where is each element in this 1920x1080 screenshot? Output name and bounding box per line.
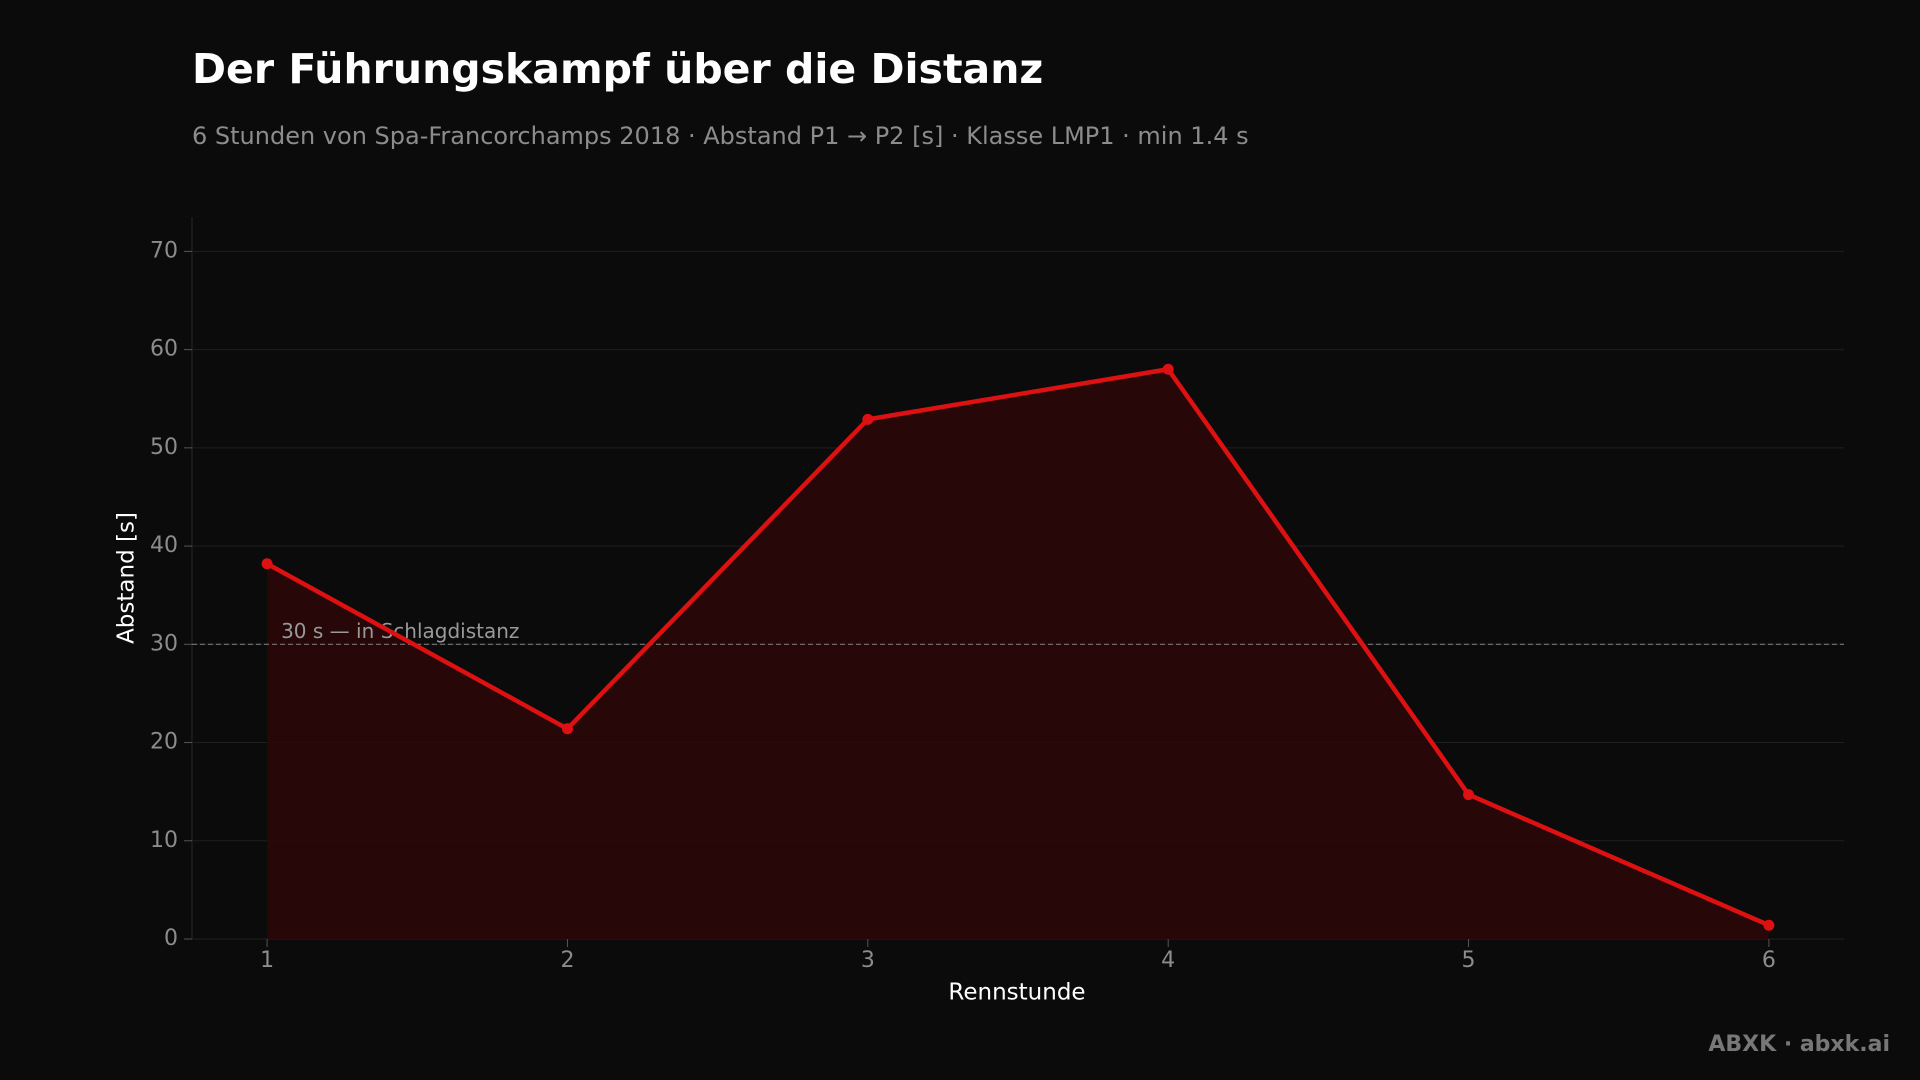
point [261, 558, 273, 570]
y-tick-label: 30 [150, 631, 178, 656]
x-tick-label: 5 [1462, 948, 1476, 973]
x-tick-label: 1 [260, 948, 274, 973]
footer: ABXK · abxk.ai [1708, 1032, 1890, 1057]
point [1463, 789, 1475, 801]
x-tick-label: 4 [1161, 948, 1175, 973]
y-tick-label: 20 [150, 730, 178, 755]
point [1763, 919, 1775, 931]
point [862, 413, 874, 425]
x-tick-label: 2 [560, 948, 574, 973]
chart-subtitle: 6 Stunden von Spa-Francorchamps 2018 · A… [192, 122, 1249, 150]
point [561, 723, 573, 735]
y-tick-label: 40 [150, 533, 178, 558]
y-tick-label: 50 [150, 435, 178, 460]
y-tick-label: 10 [150, 828, 178, 853]
y-tick-label: 70 [150, 238, 178, 263]
y-tick-label: 0 [164, 926, 178, 951]
chart-title: Der Führungskampf über die Distanz [192, 45, 1043, 93]
x-axis-label: Rennstunde [948, 980, 1085, 1006]
x-tick-label: 6 [1762, 948, 1776, 973]
line [266, 367, 1770, 928]
area [267, 369, 1769, 939]
x-tick-label: 3 [861, 948, 875, 973]
y-tick-label: 60 [150, 337, 178, 362]
y-axis-label: Abstand [s] [114, 512, 140, 644]
point [1162, 363, 1174, 375]
